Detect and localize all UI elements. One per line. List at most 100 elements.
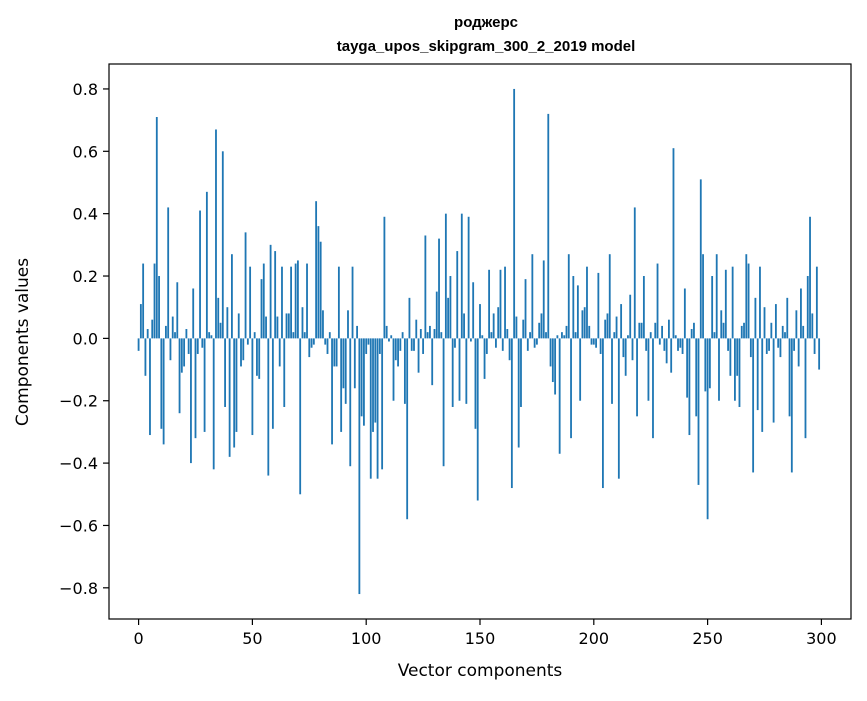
bar-153 [485,338,488,354]
bar-185 [558,338,561,454]
bar-255 [718,338,720,401]
bar-239 [681,338,684,354]
bar-266 [743,322,745,339]
bar-68 [292,332,295,339]
bar-74 [306,263,308,339]
bar-65 [285,313,288,339]
bar-152 [483,338,486,379]
bar-160 [501,338,504,351]
bar-197 [586,266,588,339]
bar-4 [146,329,149,339]
bar-275 [763,307,766,339]
bar-71 [299,338,302,495]
bar-105 [376,338,379,479]
bar-92 [347,310,349,339]
bar-208 [611,338,613,404]
bar-58 [269,244,272,339]
bar-113 [394,338,397,361]
bar-72 [301,307,304,339]
bar-76 [310,338,313,348]
bar-63 [281,266,283,339]
bar-140 [456,251,459,339]
bar-56 [265,316,267,339]
bar-196 [583,307,586,339]
bar-254 [715,254,718,339]
bar-136 [447,297,450,339]
bar-187 [563,335,566,339]
bar-288 [793,338,796,351]
y-tick-label: 0.6 [73,142,98,161]
y-axis-label: Components values [13,258,33,426]
x-tick-label: 300 [806,629,837,648]
bar-8 [155,117,158,339]
bar-299 [818,338,821,370]
y-axis-ticks: −0.8 −0.6 −0.4 −0.2 0.0 0.2 0.4 0.6 0.8 [59,80,109,598]
bar-29 [203,338,206,432]
bar-229 [658,338,661,345]
bar-128 [429,325,431,339]
bar-89 [340,338,343,432]
bar-24 [192,288,195,339]
bar-118 [406,338,409,520]
bar-243 [690,329,693,339]
bar-1 [139,304,142,339]
bar-78 [315,201,318,339]
bar-205 [604,319,607,339]
bar-176 [538,322,541,339]
bar-178 [542,260,545,339]
bar-247 [699,179,702,339]
bar-228 [656,263,659,339]
bar-120 [410,338,413,351]
bar-180 [547,113,550,339]
bar-226 [652,338,654,439]
bar-242 [688,338,691,436]
bar-156 [492,313,495,339]
bar-170 [524,279,527,339]
bar-86 [333,338,336,367]
bar-263 [736,338,739,376]
bar-190 [570,338,572,439]
bar-66 [287,313,290,339]
y-tick-label: −0.2 [59,392,98,411]
bar-102 [369,338,372,479]
bar-121 [413,338,415,351]
bar-33 [212,338,215,470]
bar-100 [365,338,368,354]
bar-15 [171,316,174,339]
bar-214 [624,338,627,376]
bar-209 [613,332,616,339]
bar-67 [290,266,292,339]
y-tick-label: −0.8 [59,579,98,598]
x-axis-ticks: 0 50 100 150 200 250 300 [133,619,837,648]
bar-290 [797,338,800,367]
bar-22 [187,338,190,354]
bar-211 [617,338,620,479]
bar-240 [683,288,686,339]
bar-234 [670,338,673,373]
bar-122 [415,319,418,339]
x-tick-label: 250 [692,629,723,648]
bar-48 [246,338,249,345]
bar-149 [476,338,479,501]
bar-13 [167,207,170,339]
bar-294 [806,276,809,339]
bar-49 [249,266,252,339]
bar-225 [649,332,652,339]
x-tick-label: 100 [351,629,382,648]
bar-96 [356,325,358,339]
plot-frame [108,63,852,620]
bar-21 [185,329,188,339]
bar-144 [465,338,468,404]
bar-137 [449,276,452,339]
bar-143 [463,313,465,339]
bar-95 [353,338,356,389]
bar-75 [308,338,311,358]
bar-282 [779,338,782,358]
bar-219 [636,338,638,417]
bar-135 [444,213,447,339]
bar-28 [201,338,204,348]
x-tick-label: 50 [242,629,262,648]
bar-54 [260,279,263,339]
